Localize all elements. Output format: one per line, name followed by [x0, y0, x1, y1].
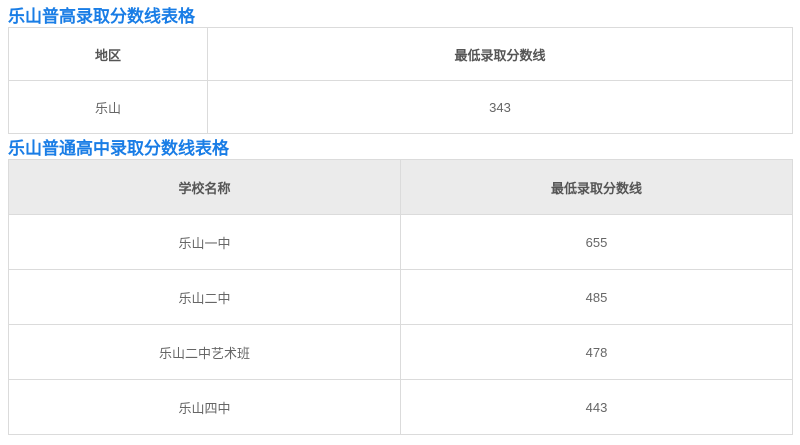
pugao-score-table: 地区 最低录取分数线 乐山 343: [8, 27, 793, 134]
cell-min-score: 478: [400, 324, 793, 380]
table-row: 乐山二中 485: [8, 269, 793, 325]
page-content: 乐山普高录取分数线表格 地区 最低录取分数线 乐山 343 乐山普通高中录取分数…: [8, 7, 793, 435]
table-header-row: 地区 最低录取分数线: [8, 27, 793, 81]
cell-min-score: 485: [400, 269, 793, 325]
cell-school-name: 乐山一中: [8, 214, 401, 270]
table-row: 乐山一中 655: [8, 214, 793, 270]
pugao-table-title: 乐山普高录取分数线表格: [8, 7, 195, 26]
table-row: 乐山 343: [8, 80, 793, 134]
table-row: 乐山四中 443: [8, 379, 793, 435]
cell-school-name: 乐山二中: [8, 269, 401, 325]
gaozhong-table-title: 乐山普通高中录取分数线表格: [8, 139, 229, 158]
gaozhong-score-table: 学校名称 最低录取分数线 乐山一中 655 乐山二中 485 乐山二中艺术班 4…: [8, 159, 793, 435]
column-header-min-score: 最低录取分数线: [207, 27, 793, 81]
column-header-region: 地区: [8, 27, 208, 81]
table-header-row: 学校名称 最低录取分数线: [8, 159, 793, 215]
cell-min-score: 343: [207, 80, 793, 134]
cell-min-score: 443: [400, 379, 793, 435]
cell-min-score: 655: [400, 214, 793, 270]
cell-school-name: 乐山四中: [8, 379, 401, 435]
cell-school-name: 乐山二中艺术班: [8, 324, 401, 380]
table-row: 乐山二中艺术班 478: [8, 324, 793, 380]
column-header-min-score: 最低录取分数线: [400, 159, 793, 215]
column-header-school-name: 学校名称: [8, 159, 401, 215]
cell-region: 乐山: [8, 80, 208, 134]
